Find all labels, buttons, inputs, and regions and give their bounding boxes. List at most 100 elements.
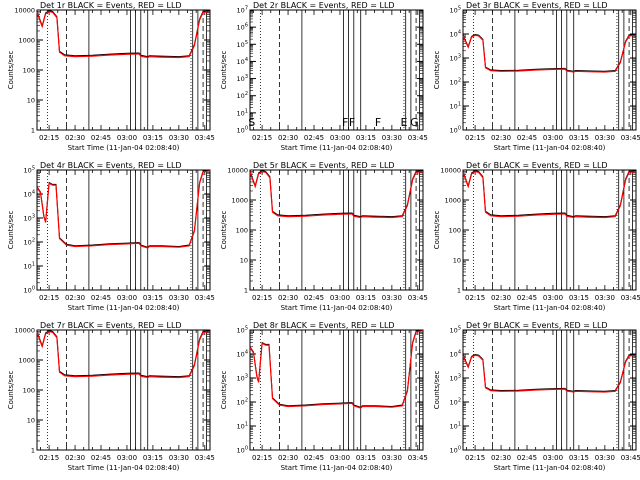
- y-tick-label: 107: [237, 6, 248, 15]
- panel-title: Det 4r BLACK = Events, RED = LLD: [40, 161, 182, 170]
- panel-title: Det 7r BLACK = Events, RED = LLD: [40, 321, 182, 330]
- y-tick-label: 104: [450, 350, 461, 359]
- x-tick-label: 03:45: [408, 294, 428, 302]
- y-tick-label: 103: [237, 74, 248, 83]
- x-tick-label: 02:15: [252, 294, 272, 302]
- x-tick-label: 02:45: [304, 294, 324, 302]
- y-tick-label: 102: [450, 78, 461, 87]
- y-tick-label: 102: [24, 238, 35, 247]
- lld-series-line: [249, 330, 424, 409]
- x-tick-label: 03:45: [408, 454, 428, 462]
- events-series-line: [36, 169, 211, 248]
- events-series-line: [36, 10, 211, 58]
- x-tick-label: 02:30: [65, 134, 85, 142]
- y-tick-label: 102: [450, 398, 461, 407]
- x-tick-label: 03:30: [169, 294, 189, 302]
- y-tick-label: 105: [450, 326, 461, 335]
- x-tick-label: 03:15: [356, 134, 376, 142]
- x-tick-label: 03:00: [330, 294, 350, 302]
- y-tick-label: 101: [237, 108, 248, 117]
- y-tick-label: 103: [450, 54, 461, 63]
- panel-title: Det 2r BLACK = Events, RED = LLD: [253, 1, 395, 10]
- events-series-line: [249, 329, 424, 408]
- y-tick-label: 103: [237, 374, 248, 383]
- lld-series-line: [36, 10, 211, 59]
- y-tick-label: 10: [27, 97, 35, 105]
- y-tick-label: 105: [450, 6, 461, 15]
- x-tick-label: 03:45: [621, 294, 640, 302]
- y-axis-label: Counts/sec: [220, 51, 228, 90]
- x-tick-label: 03:15: [569, 294, 589, 302]
- x-tick-label: 02:45: [304, 454, 324, 462]
- y-axis-label: Counts/sec: [220, 371, 228, 410]
- annotation-letter: E: [400, 116, 407, 129]
- detector-panel: Det 7r BLACK = Events, RED = LLD Counts/s…: [7, 321, 215, 472]
- plot-frame: [249, 169, 424, 291]
- lld-series-line: [462, 34, 637, 73]
- x-tick-label: 02:45: [91, 454, 111, 462]
- x-tick-label: 02:15: [465, 294, 485, 302]
- x-tick-label: 03:45: [195, 294, 215, 302]
- panel-title: Det 8r BLACK = Events, RED = LLD: [253, 321, 395, 330]
- lld-series-line: [462, 170, 637, 219]
- x-tick-label: 02:15: [39, 294, 59, 302]
- events-series-line: [36, 330, 211, 378]
- detector-panel: Det 8r BLACK = Events, RED = LLD Counts/s…: [220, 321, 428, 472]
- y-tick-label: 10: [27, 417, 35, 425]
- x-tick-label: 03:15: [569, 454, 589, 462]
- plot-frame: [462, 9, 637, 131]
- x-axis-label: Start Time (11-Jan-04 02:08:40): [494, 144, 606, 152]
- y-axis-label: Counts/sec: [433, 51, 441, 90]
- y-tick-label: 10000: [227, 167, 248, 175]
- plot-frame: [36, 9, 211, 131]
- y-tick-label: 1: [244, 287, 248, 295]
- x-tick-label: 03:30: [382, 134, 402, 142]
- x-axis-label: Start Time (11-Jan-04 02:08:40): [68, 464, 180, 472]
- detector-panel: Det 4r BLACK = Events, RED = LLD Counts/s…: [7, 161, 215, 312]
- y-tick-label: 100: [450, 126, 461, 135]
- x-axis-label: Start Time (11-Jan-04 02:08:40): [281, 464, 393, 472]
- y-tick-label: 103: [450, 374, 461, 383]
- x-tick-label: 03:15: [143, 454, 163, 462]
- x-tick-label: 02:30: [65, 294, 85, 302]
- y-tick-label: 1000: [231, 197, 248, 205]
- x-tick-label: 02:15: [252, 134, 272, 142]
- plot-frame: [36, 329, 211, 451]
- x-tick-label: 03:00: [117, 294, 137, 302]
- x-tick-label: 03:00: [543, 454, 563, 462]
- x-tick-label: 02:45: [517, 134, 537, 142]
- x-tick-label: 03:45: [621, 454, 640, 462]
- x-tick-label: 02:30: [491, 294, 511, 302]
- y-tick-label: 10000: [14, 7, 35, 15]
- x-axis-label: Start Time (11-Jan-04 02:08:40): [494, 464, 606, 472]
- x-tick-label: 03:30: [382, 294, 402, 302]
- y-axis-label: Counts/sec: [220, 211, 228, 250]
- x-tick-label: 03:45: [195, 134, 215, 142]
- x-tick-label: 02:30: [65, 454, 85, 462]
- x-tick-label: 02:15: [252, 454, 272, 462]
- detector-panel: Det 5r BLACK = Events, RED = LLD Counts/s…: [220, 161, 428, 312]
- y-tick-label: 1000: [444, 197, 461, 205]
- y-tick-label: 10000: [14, 327, 35, 335]
- x-tick-label: 03:15: [356, 454, 376, 462]
- y-tick-label: 101: [450, 422, 461, 431]
- events-series-line: [462, 353, 637, 392]
- y-tick-label: 1000: [18, 357, 35, 365]
- x-tick-label: 03:30: [595, 454, 615, 462]
- detector-panel: Det 1r BLACK = Events, RED = LLD Counts/s…: [7, 1, 215, 152]
- x-tick-label: 03:00: [117, 134, 137, 142]
- y-axis-label: Counts/sec: [7, 211, 15, 250]
- x-tick-label: 03:15: [569, 134, 589, 142]
- x-tick-label: 03:45: [195, 454, 215, 462]
- x-tick-label: 03:45: [621, 134, 640, 142]
- y-tick-label: 1: [31, 447, 35, 455]
- y-tick-label: 1000: [18, 37, 35, 45]
- x-axis-label: Start Time (11-Jan-04 02:08:40): [68, 144, 180, 152]
- plot-frame: [249, 329, 424, 451]
- y-tick-label: 10000: [440, 167, 461, 175]
- x-axis-label: Start Time (11-Jan-04 02:08:40): [281, 144, 393, 152]
- x-tick-label: 03:00: [117, 454, 137, 462]
- y-tick-label: 100: [449, 227, 461, 235]
- y-tick-label: 100: [23, 67, 35, 75]
